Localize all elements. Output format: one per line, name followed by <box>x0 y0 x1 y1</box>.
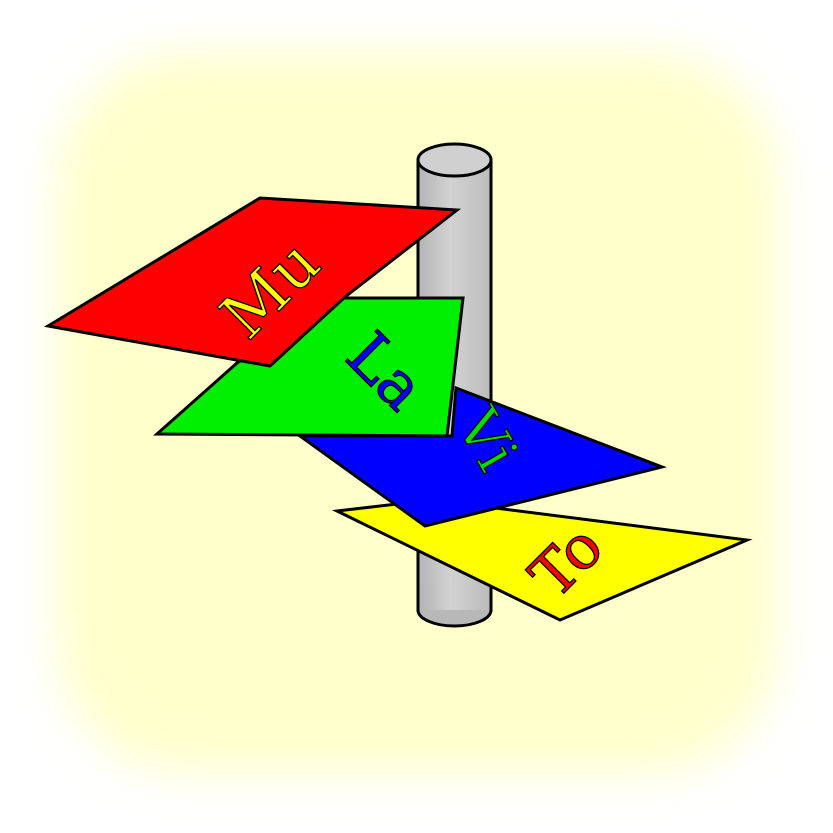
sign-to: To <box>331 498 753 622</box>
sign-vi: Vi <box>295 385 667 528</box>
sign-mu-board <box>43 196 462 368</box>
sign-la: La <box>153 296 465 438</box>
sign-la-board <box>153 296 465 438</box>
